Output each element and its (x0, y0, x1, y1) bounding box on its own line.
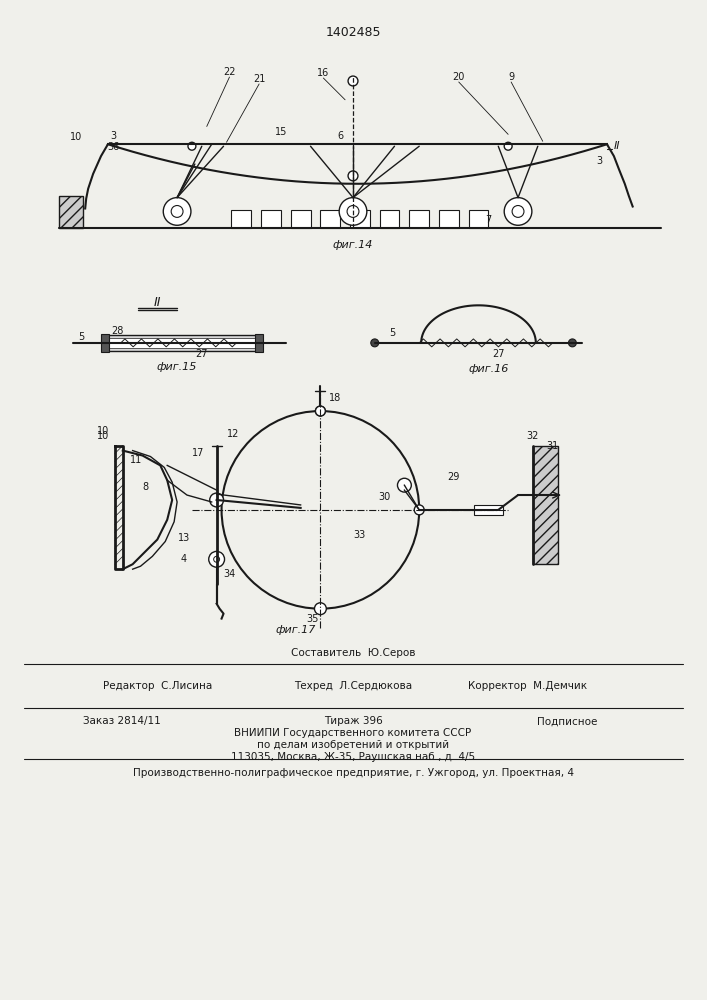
Text: 11: 11 (129, 455, 141, 465)
Text: 33: 33 (354, 530, 366, 540)
Bar (106, 338, 258, 348)
Text: Подписное: Подписное (537, 716, 597, 726)
Circle shape (315, 406, 325, 416)
Text: Тираж 396: Тираж 396 (324, 716, 382, 726)
Circle shape (315, 603, 327, 615)
Circle shape (414, 505, 424, 515)
Text: 28: 28 (112, 326, 124, 336)
Text: 27: 27 (492, 349, 505, 359)
Bar (255, 334, 263, 352)
Circle shape (188, 142, 196, 150)
Circle shape (339, 198, 367, 225)
Text: 30: 30 (378, 492, 391, 502)
Text: 6: 6 (337, 131, 343, 141)
Circle shape (504, 198, 532, 225)
Text: 32: 32 (527, 431, 539, 441)
Bar (380, 210, 399, 228)
Text: II: II (614, 141, 620, 151)
Text: 18: 18 (329, 393, 341, 403)
Text: 9: 9 (508, 72, 514, 82)
Text: 3: 3 (596, 156, 602, 166)
Circle shape (397, 478, 411, 492)
Text: 12: 12 (227, 429, 240, 439)
Text: 36: 36 (107, 142, 120, 152)
Bar (291, 210, 310, 228)
Circle shape (210, 493, 223, 507)
Text: 20: 20 (452, 72, 465, 82)
Text: Составитель  Ю.Серов: Составитель Ю.Серов (291, 648, 415, 658)
Text: 29: 29 (448, 472, 460, 482)
Text: 15: 15 (275, 127, 287, 137)
Text: 4: 4 (181, 554, 187, 564)
Bar (350, 210, 370, 228)
Bar (474, 505, 503, 515)
Circle shape (370, 339, 379, 347)
Text: 35: 35 (306, 614, 319, 624)
Circle shape (568, 339, 576, 347)
Text: Корректор  М.Демчик: Корректор М.Демчик (468, 681, 588, 691)
Circle shape (315, 604, 325, 614)
Text: 5: 5 (78, 332, 84, 342)
Text: 5: 5 (390, 328, 396, 338)
Text: Заказ 2814/11: Заказ 2814/11 (83, 716, 161, 726)
Text: ВНИИПИ Государственного комитета СССР
по делам изобретений и открытий
113035, Мо: ВНИИПИ Государственного комитета СССР по… (231, 728, 475, 762)
Bar (261, 210, 281, 228)
Text: II: II (153, 296, 161, 309)
Text: 10: 10 (97, 431, 109, 441)
Text: 3: 3 (111, 131, 117, 141)
Circle shape (348, 76, 358, 86)
Text: Производственно-полиграфическое предприятие, г. Ужгород, ул. Проектная, 4: Производственно-полиграфическое предприя… (132, 768, 573, 778)
Text: фиг.15: фиг.15 (157, 362, 197, 372)
Text: 22: 22 (223, 67, 235, 77)
Text: 16: 16 (317, 68, 329, 78)
Text: Редактор  С.Лисина: Редактор С.Лисина (103, 681, 212, 691)
Text: фиг.14: фиг.14 (333, 240, 373, 250)
Text: 27: 27 (196, 349, 208, 359)
Bar (439, 210, 459, 228)
Bar (231, 210, 251, 228)
Circle shape (348, 171, 358, 181)
Text: 21: 21 (253, 74, 265, 84)
Text: 10: 10 (70, 132, 83, 142)
Text: 34: 34 (223, 569, 235, 579)
Bar (320, 210, 340, 228)
Text: 13: 13 (178, 533, 190, 543)
Bar (533, 446, 558, 564)
Bar (409, 210, 429, 228)
Circle shape (315, 406, 325, 416)
Text: фиг.17: фиг.17 (276, 625, 316, 635)
Text: 8: 8 (142, 482, 148, 492)
Circle shape (163, 198, 191, 225)
Polygon shape (59, 196, 83, 228)
Text: 1402485: 1402485 (325, 26, 381, 39)
Text: 17: 17 (192, 448, 204, 458)
Bar (469, 210, 489, 228)
Text: 10: 10 (97, 426, 109, 436)
Circle shape (504, 142, 512, 150)
Text: Техред  Л.Сердюкова: Техред Л.Сердюкова (294, 681, 412, 691)
Circle shape (209, 551, 225, 567)
Bar (103, 335, 261, 351)
Text: 7: 7 (485, 215, 491, 225)
Text: фиг.16: фиг.16 (468, 364, 508, 374)
Text: 31: 31 (547, 441, 559, 451)
Bar (101, 334, 109, 352)
